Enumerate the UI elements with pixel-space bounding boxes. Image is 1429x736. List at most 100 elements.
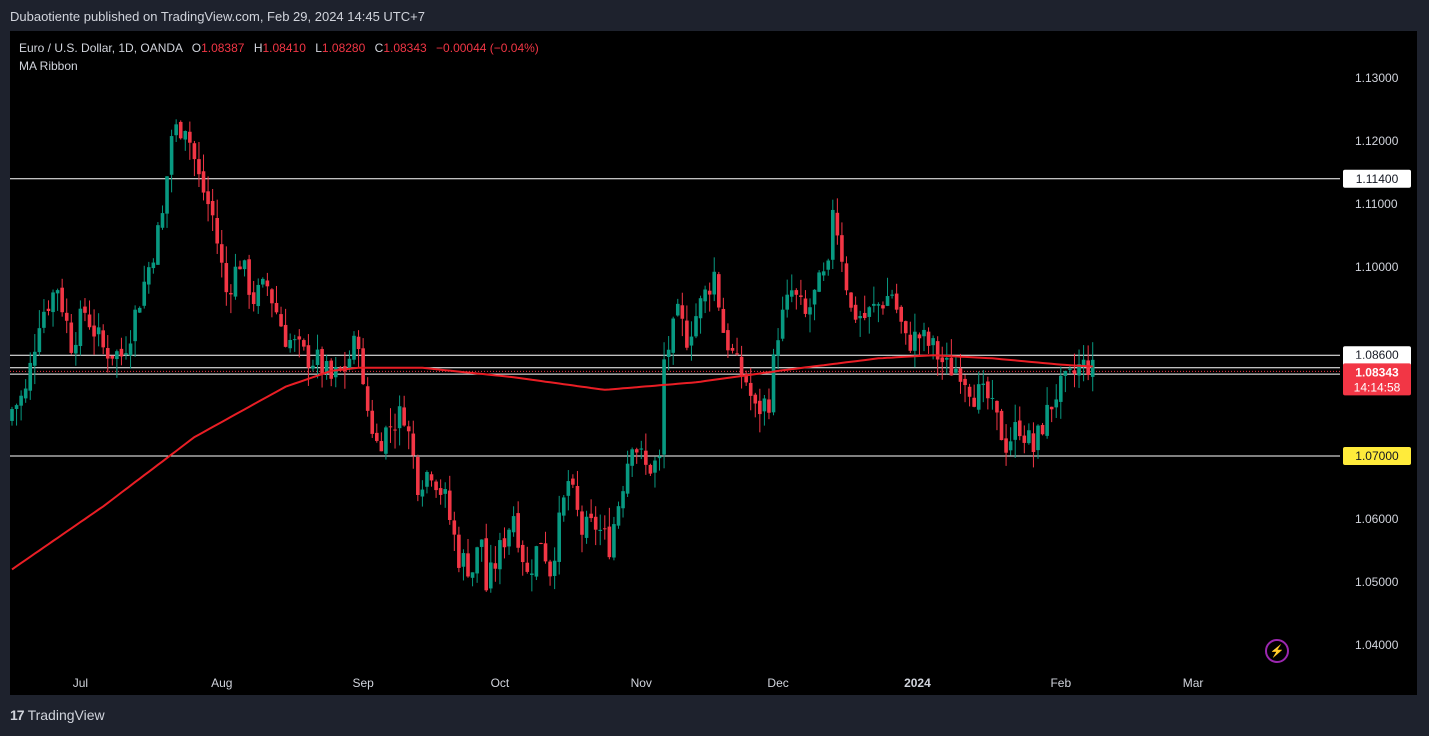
candle-body [347, 358, 352, 369]
candle-body [543, 543, 548, 562]
candle-body [466, 553, 470, 577]
candle-body [580, 511, 584, 535]
candle-body [552, 560, 557, 576]
symbol-label[interactable]: Euro / U.S. Dollar, 1D, OANDA [19, 41, 183, 55]
candle-body [46, 308, 51, 311]
candle-body [10, 409, 14, 421]
candle-body [37, 328, 42, 353]
price-chart[interactable]: 1.13000 1.12000 1.11000 1.10000 1.06000 1.050… [10, 31, 1417, 695]
candle-body [470, 572, 475, 578]
candle-body [484, 538, 489, 591]
candle-body [794, 290, 799, 295]
candle-body [776, 340, 780, 356]
y-tick-label: 1.13000 [1355, 71, 1399, 85]
candle-body [835, 212, 840, 236]
candle-body [270, 289, 274, 304]
open-value: 1.08387 [201, 41, 245, 55]
candle-body [33, 351, 37, 366]
candle-body [812, 289, 817, 305]
candle-body [402, 407, 406, 426]
candle-body [315, 349, 320, 365]
candle-body [78, 308, 83, 347]
candle-body [306, 345, 311, 368]
candle-body [311, 365, 315, 369]
candle-body [274, 302, 279, 313]
chart-frame[interactable]: 1.13000 1.12000 1.11000 1.10000 1.06000 1.050… [10, 31, 1417, 695]
x-tick-label: Sep [352, 676, 374, 690]
candle-body [352, 335, 356, 360]
candle-body [589, 513, 593, 519]
candle-body [571, 478, 575, 485]
candle-body [858, 315, 862, 319]
candle-body [87, 314, 92, 328]
candle-body [142, 281, 147, 306]
candle-body [69, 322, 74, 353]
candle-body [210, 200, 215, 216]
candle-body [557, 512, 561, 562]
level-price-label: 1.11400 [1356, 172, 1399, 186]
last-price-tag[interactable] [1343, 363, 1411, 396]
candle-body [520, 544, 525, 563]
candle-body [931, 338, 935, 346]
candle-body [388, 426, 393, 428]
candle-body [607, 526, 612, 558]
level-price-tag[interactable] [1343, 169, 1411, 188]
candle-body [128, 343, 133, 356]
candle-body [748, 382, 753, 396]
ohlc-row: Euro / U.S. Dollar, 1D, OANDA O1.08387 H… [19, 39, 539, 57]
candle-body [1090, 359, 1095, 377]
candle-body [808, 307, 812, 315]
x-tick-label: Aug [211, 676, 232, 690]
candle-body [612, 524, 616, 558]
candle-body [530, 573, 534, 575]
candle-body [96, 327, 101, 335]
candle-body [771, 354, 776, 413]
candle-body [261, 278, 265, 285]
candle-body [197, 159, 201, 175]
candle-body [1022, 435, 1027, 443]
candle-body [297, 336, 302, 340]
candle-body [438, 488, 443, 495]
lightning-icon[interactable]: ⚡ [1265, 639, 1289, 663]
candle-body [188, 131, 192, 143]
level-price-tag[interactable] [1343, 447, 1411, 465]
candle-body [730, 347, 735, 351]
indicator-label[interactable]: MA Ribbon [19, 59, 78, 73]
candle-body [178, 121, 183, 139]
candle-body [74, 344, 78, 354]
candle-body [60, 287, 64, 313]
candle-body [201, 171, 206, 193]
chart-legend: Euro / U.S. Dollar, 1D, OANDA O1.08387 H… [19, 39, 539, 75]
candle-body [333, 366, 338, 378]
candle-body [630, 449, 634, 466]
x-tick-label: 2024 [904, 676, 931, 690]
candle-body [137, 307, 142, 313]
candle-body [219, 244, 224, 263]
candle-body [881, 305, 885, 309]
candle-body [92, 325, 96, 337]
candle-body [561, 497, 566, 516]
candle-body [593, 516, 598, 530]
candle-body [302, 340, 306, 347]
candle-body [1027, 430, 1031, 444]
candle-body [238, 266, 242, 270]
candle-body [19, 395, 23, 406]
candle-body [256, 284, 261, 307]
candle-body [621, 491, 625, 509]
candle-body [616, 506, 621, 526]
candle-body [1063, 370, 1068, 376]
candle-body [1036, 425, 1040, 451]
candle-body [1017, 420, 1022, 437]
candle-body [967, 386, 972, 397]
candle-body [475, 547, 479, 574]
published-by-line: Dubaotiente published on TradingView.com… [10, 9, 425, 24]
candle-body [247, 259, 251, 295]
candle-body [329, 360, 333, 379]
candle-body [251, 292, 256, 305]
candle-body [498, 540, 502, 570]
candle-body [406, 426, 411, 432]
candle-body [169, 136, 174, 175]
y-tick-label: 1.10000 [1355, 260, 1399, 274]
candle-body [365, 386, 370, 411]
candle-body [1068, 368, 1072, 370]
